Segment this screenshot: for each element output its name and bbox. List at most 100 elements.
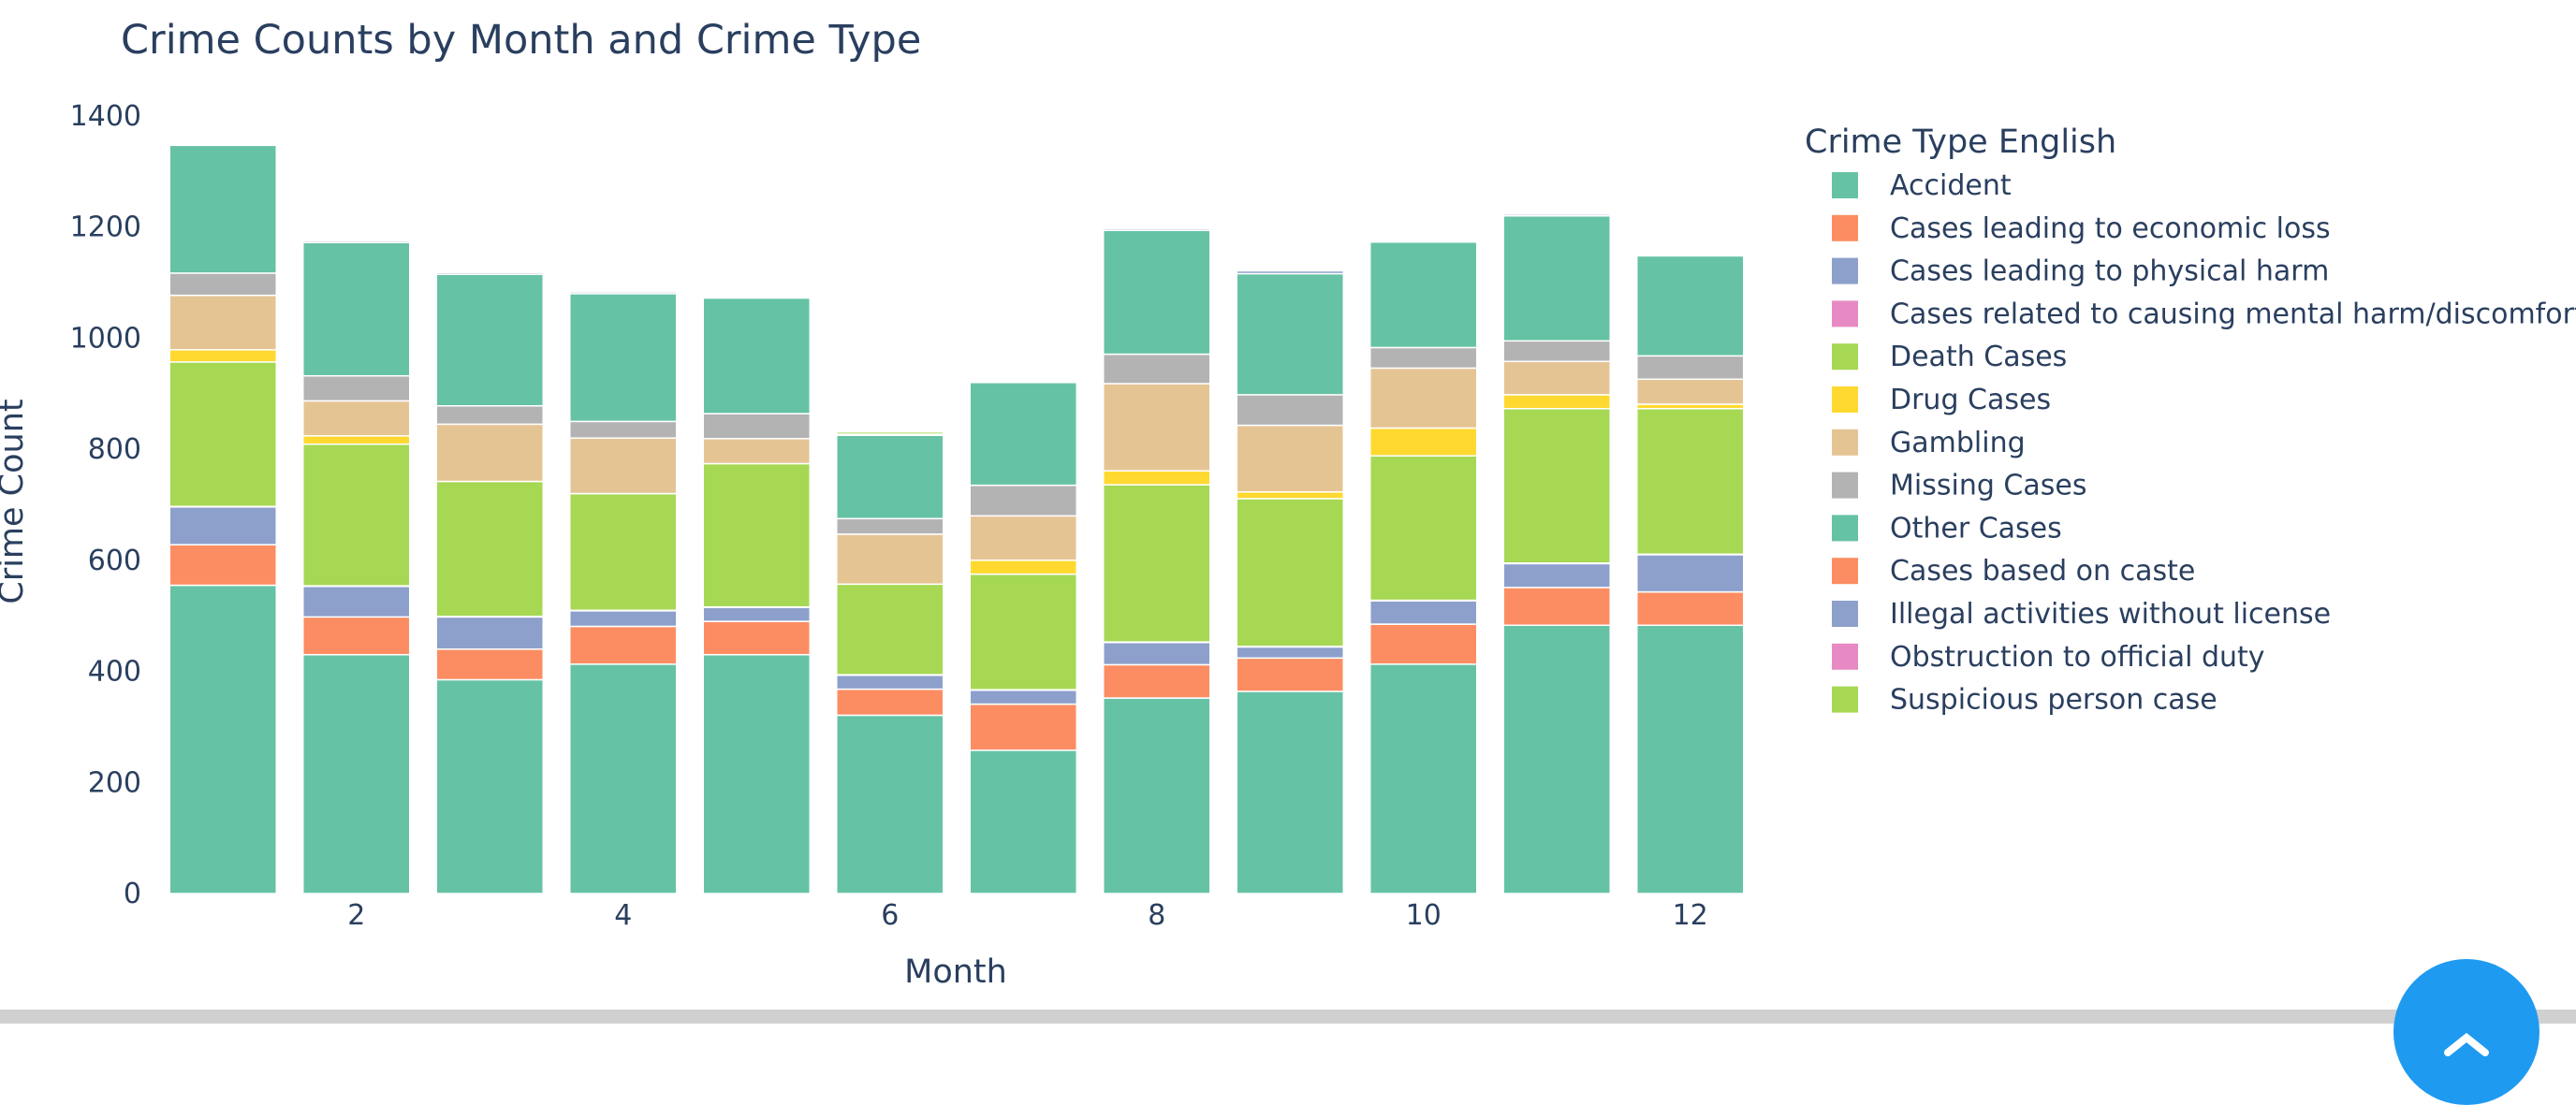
bar-segment[interactable]: [1636, 254, 1745, 357]
bar-segment[interactable]: [168, 349, 277, 363]
bar-segment[interactable]: [1236, 646, 1344, 660]
bar-segment[interactable]: [1103, 229, 1211, 356]
bar-segment[interactable]: [1502, 562, 1611, 589]
bar-segment[interactable]: [836, 430, 944, 435]
legend-item[interactable]: Cases leading to physical harm: [1832, 255, 2329, 288]
bar-segment[interactable]: [168, 584, 277, 894]
bar-segment[interactable]: [1103, 470, 1211, 486]
bar-segment[interactable]: [435, 616, 544, 650]
bar-segment[interactable]: [569, 437, 678, 495]
bar-segment[interactable]: [1369, 600, 1478, 625]
bar-segment[interactable]: [836, 688, 944, 717]
bar-segment[interactable]: [969, 573, 1077, 691]
legend-item[interactable]: Drug Cases: [1832, 384, 2051, 416]
bar-segment[interactable]: [168, 361, 277, 507]
bar-segment[interactable]: [969, 749, 1077, 894]
bar-segment[interactable]: [1103, 484, 1211, 643]
bar-segment[interactable]: [1636, 624, 1745, 894]
bar-segment[interactable]: [569, 293, 678, 423]
bar-segment[interactable]: [969, 703, 1077, 751]
bar-segment[interactable]: [435, 271, 544, 275]
bar-segment[interactable]: [1236, 491, 1344, 500]
bar-segment[interactable]: [1369, 240, 1478, 243]
bar-segment[interactable]: [1103, 353, 1211, 385]
bar-segment[interactable]: [168, 144, 277, 274]
bar-segment[interactable]: [1236, 657, 1344, 692]
bar-segment[interactable]: [168, 544, 277, 587]
bar-segment[interactable]: [302, 241, 411, 377]
bar-segment[interactable]: [702, 297, 811, 414]
horizontal-scrollbar[interactable]: [0, 1010, 2576, 1024]
bar-segment[interactable]: [702, 438, 811, 465]
bar-segment[interactable]: [1502, 394, 1611, 410]
legend-item[interactable]: Cases based on caste: [1832, 555, 2195, 588]
bar-segment[interactable]: [1236, 498, 1344, 647]
bar-segment[interactable]: [569, 420, 678, 439]
legend[interactable]: Accident Cases leading to economic loss Ca…: [1832, 169, 2576, 717]
legend-item[interactable]: Cases related to causing mental harm/dis…: [1832, 298, 2576, 330]
bar-segment[interactable]: [1236, 691, 1344, 894]
bar-segment[interactable]: [969, 382, 1077, 487]
bar-segment[interactable]: [1502, 360, 1611, 396]
bar-segment[interactable]: [302, 374, 411, 402]
bar-segment[interactable]: [1103, 227, 1211, 231]
bar-segment[interactable]: [1636, 407, 1745, 556]
legend-item[interactable]: Missing Cases: [1832, 470, 2086, 502]
bar-segment[interactable]: [435, 648, 544, 681]
bar-segment[interactable]: [1369, 367, 1478, 429]
bar-segment[interactable]: [569, 663, 678, 894]
legend-item[interactable]: Gambling: [1832, 427, 2026, 459]
bar-segment[interactable]: [1103, 641, 1211, 666]
bar-segment[interactable]: [1103, 383, 1211, 472]
bar-segment[interactable]: [1502, 213, 1611, 217]
bar-segment[interactable]: [702, 462, 811, 608]
legend-item[interactable]: Obstruction to official duty: [1832, 641, 2265, 674]
bar-segment[interactable]: [435, 480, 544, 618]
bar-segment[interactable]: [836, 714, 944, 894]
bar-segment[interactable]: [1636, 590, 1745, 627]
bar-segment[interactable]: [569, 610, 678, 628]
bar-segment[interactable]: [168, 272, 277, 297]
legend-item[interactable]: Other Cases: [1832, 512, 2062, 545]
bar-segment[interactable]: [1502, 407, 1611, 564]
bar-segment[interactable]: [569, 291, 678, 295]
bar-segment[interactable]: [836, 533, 944, 586]
bar-segment[interactable]: [302, 400, 411, 437]
bar-segment[interactable]: [1636, 554, 1745, 593]
bar-segment[interactable]: [969, 484, 1077, 517]
bar-segment[interactable]: [969, 515, 1077, 561]
bar-segment[interactable]: [1502, 214, 1611, 342]
bar-segment[interactable]: [302, 443, 411, 587]
bar-segment[interactable]: [702, 413, 811, 440]
bar-segment[interactable]: [702, 606, 811, 622]
bar-segment[interactable]: [969, 560, 1077, 575]
bar-segment[interactable]: [969, 689, 1077, 705]
bar-segment[interactable]: [435, 405, 544, 426]
bar-segment[interactable]: [168, 294, 277, 351]
expand-button[interactable]: [2393, 959, 2539, 1105]
bar-segment[interactable]: [569, 625, 678, 665]
bar-segment[interactable]: [1236, 394, 1344, 427]
bar-segment[interactable]: [435, 423, 544, 483]
bar-segment[interactable]: [1103, 697, 1211, 894]
bar-segment[interactable]: [1103, 663, 1211, 699]
bar-segment[interactable]: [836, 434, 944, 520]
bar-segment[interactable]: [1236, 272, 1344, 396]
bar-segment[interactable]: [1369, 240, 1478, 349]
bar-segment[interactable]: [435, 678, 544, 894]
legend-item[interactable]: Accident: [1832, 169, 2012, 202]
bar-segment[interactable]: [1236, 424, 1344, 493]
bar-segment[interactable]: [569, 492, 678, 611]
bar-segment[interactable]: [302, 585, 411, 618]
bar-segment[interactable]: [302, 616, 411, 656]
bar-segment[interactable]: [168, 506, 277, 545]
bar-segment[interactable]: [1502, 587, 1611, 627]
bar-segment[interactable]: [1369, 663, 1478, 894]
bar-segment[interactable]: [702, 620, 811, 656]
legend-item[interactable]: Suspicious person case: [1832, 684, 2217, 717]
bar-segment[interactable]: [836, 583, 944, 676]
bar-segment[interactable]: [1369, 346, 1478, 370]
bar-segment[interactable]: [1369, 455, 1478, 602]
bar-segment[interactable]: [1236, 269, 1344, 275]
bar-segment[interactable]: [836, 674, 944, 691]
